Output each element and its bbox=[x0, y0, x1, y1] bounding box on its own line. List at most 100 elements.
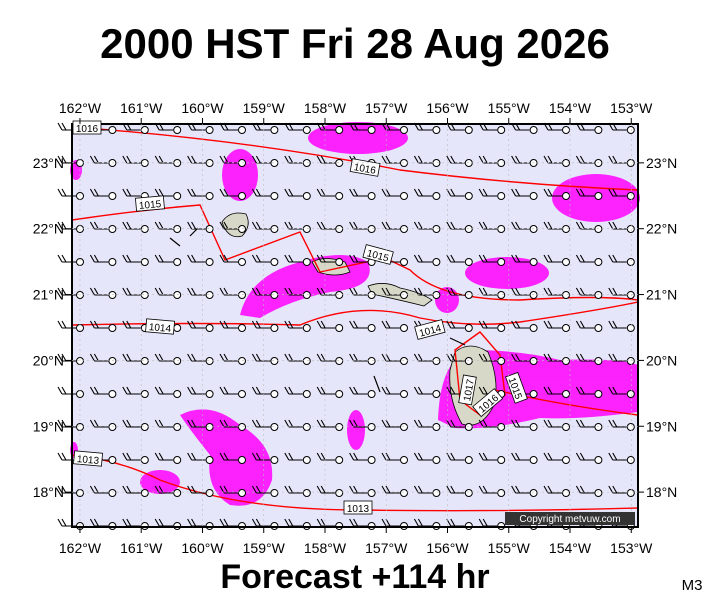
station bbox=[140, 456, 149, 464]
barb bbox=[349, 254, 368, 263]
isobar-label-box bbox=[362, 244, 394, 265]
station bbox=[238, 291, 246, 299]
station bbox=[302, 423, 311, 431]
barb bbox=[284, 353, 303, 362]
station bbox=[173, 489, 182, 497]
station bbox=[238, 258, 246, 266]
station bbox=[205, 258, 214, 266]
barb bbox=[413, 221, 433, 230]
barb bbox=[316, 419, 336, 428]
station bbox=[594, 324, 603, 332]
model-label: M3 bbox=[682, 577, 703, 594]
barb bbox=[251, 320, 271, 329]
station bbox=[108, 390, 117, 398]
barb bbox=[349, 419, 368, 428]
station bbox=[335, 258, 344, 266]
station bbox=[205, 126, 214, 134]
barb bbox=[413, 155, 433, 164]
barb bbox=[154, 155, 174, 164]
barb bbox=[575, 386, 595, 395]
barb bbox=[154, 254, 174, 263]
station bbox=[626, 357, 635, 365]
barb bbox=[251, 386, 271, 395]
station bbox=[270, 357, 279, 365]
isobar-label-box bbox=[145, 318, 175, 335]
station bbox=[270, 489, 279, 497]
station bbox=[367, 456, 376, 464]
station bbox=[140, 390, 149, 398]
y-tick-label: 22°N bbox=[646, 221, 677, 237]
station bbox=[238, 489, 246, 497]
barb bbox=[511, 320, 530, 329]
barb bbox=[511, 287, 530, 296]
isobar-label-text: 1016 bbox=[76, 124, 99, 135]
barb bbox=[575, 287, 595, 296]
station bbox=[270, 225, 279, 233]
station bbox=[626, 126, 635, 134]
x-tick-label: 157°W bbox=[365, 100, 408, 116]
station bbox=[529, 456, 538, 464]
barb bbox=[219, 254, 238, 263]
station bbox=[400, 126, 408, 134]
station bbox=[464, 489, 473, 497]
barb bbox=[413, 353, 433, 362]
barb bbox=[89, 287, 109, 296]
station bbox=[432, 258, 441, 266]
isobar-label-box bbox=[414, 319, 446, 340]
station bbox=[335, 126, 344, 134]
isobar-label: 1017 bbox=[458, 374, 477, 406]
barb bbox=[413, 254, 433, 263]
barb bbox=[608, 452, 627, 461]
station bbox=[173, 390, 182, 398]
barb bbox=[413, 452, 433, 461]
station bbox=[626, 291, 635, 299]
barb bbox=[284, 254, 303, 263]
station bbox=[562, 489, 570, 497]
station bbox=[367, 324, 376, 332]
station bbox=[173, 357, 182, 365]
barb bbox=[89, 419, 109, 428]
station bbox=[205, 291, 214, 299]
barb bbox=[219, 188, 238, 197]
station bbox=[238, 324, 246, 332]
barb bbox=[349, 353, 368, 362]
x-tick-label: 158°W bbox=[304, 100, 347, 116]
station bbox=[626, 423, 635, 431]
barb bbox=[608, 254, 627, 263]
station bbox=[464, 258, 473, 266]
coast-outline bbox=[169, 227, 466, 393]
barb bbox=[89, 320, 109, 329]
station bbox=[497, 423, 506, 431]
barb bbox=[381, 353, 400, 362]
station bbox=[497, 489, 506, 497]
barb bbox=[89, 386, 109, 395]
barb bbox=[122, 188, 141, 197]
station bbox=[205, 489, 214, 497]
station bbox=[173, 192, 182, 200]
station bbox=[238, 456, 246, 464]
station bbox=[367, 225, 376, 233]
station bbox=[626, 456, 635, 464]
barb bbox=[413, 188, 433, 197]
barb bbox=[284, 287, 303, 296]
forecast-label: Forecast +114 hr bbox=[220, 558, 489, 596]
barb bbox=[608, 320, 627, 329]
station bbox=[140, 291, 149, 299]
station bbox=[205, 324, 214, 332]
station bbox=[335, 159, 344, 167]
station bbox=[497, 456, 506, 464]
station bbox=[238, 126, 246, 134]
station bbox=[400, 423, 408, 431]
barb bbox=[251, 188, 271, 197]
barb bbox=[316, 254, 336, 263]
station bbox=[562, 324, 570, 332]
barb bbox=[478, 287, 498, 296]
barb bbox=[511, 452, 530, 461]
station bbox=[529, 423, 538, 431]
barb bbox=[219, 452, 238, 461]
barb bbox=[608, 221, 627, 230]
barb bbox=[511, 188, 530, 197]
station bbox=[497, 324, 506, 332]
isobar-label: 1013 bbox=[73, 450, 103, 467]
barb bbox=[608, 419, 627, 428]
